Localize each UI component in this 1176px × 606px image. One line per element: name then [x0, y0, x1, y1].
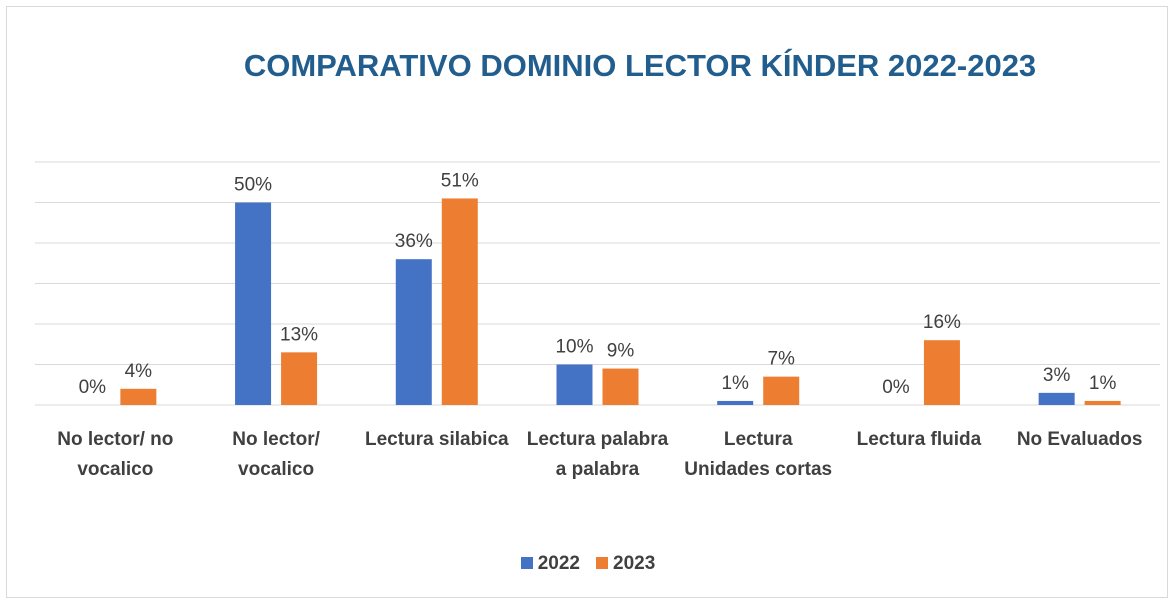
- x-tick-label: Lectura palabra a palabra: [526, 429, 669, 480]
- bar: [602, 368, 639, 405]
- data-label: 1%: [1089, 373, 1117, 394]
- legend-swatch: [596, 557, 608, 569]
- x-tick-label: Lectura Unidades cortas: [684, 429, 833, 480]
- bar: [763, 376, 800, 405]
- data-label: 50%: [234, 175, 272, 196]
- bar: [395, 259, 432, 405]
- data-label: 13%: [280, 324, 318, 345]
- data-label: 16%: [923, 312, 961, 333]
- x-tick-label: Lectura fluida: [856, 429, 982, 450]
- data-label: 0%: [882, 377, 910, 398]
- data-label: 9%: [607, 341, 635, 362]
- bar: [281, 352, 318, 405]
- data-label: 1%: [721, 373, 749, 394]
- data-label: 51%: [441, 170, 479, 191]
- x-tick-label: No lector/ vocalico: [232, 429, 320, 480]
- chart-frame: [6, 6, 1168, 598]
- bar: [441, 198, 478, 405]
- bar: [1038, 392, 1075, 405]
- data-label: 36%: [395, 231, 433, 252]
- x-tick-label: No lector/ no vocalico: [57, 429, 174, 480]
- chart-title: COMPARATIVO DOMINIO LECTOR KÍNDER 2022-2…: [243, 48, 1037, 83]
- bar: [556, 364, 593, 405]
- legend-item: 2023: [596, 553, 655, 575]
- data-label: 3%: [1043, 365, 1071, 386]
- legend-label: 2022: [537, 553, 580, 574]
- x-tick-label: No Evaluados: [1016, 429, 1143, 450]
- x-tick-label: Lectura silabica: [364, 429, 509, 450]
- data-label: 7%: [767, 349, 795, 370]
- data-label: 0%: [79, 377, 107, 398]
- data-label: 10%: [555, 337, 593, 358]
- bar: [923, 340, 960, 405]
- bar: [120, 388, 157, 405]
- bar: [235, 202, 272, 405]
- legend-label: 2023: [613, 553, 656, 574]
- bar: [1084, 400, 1121, 405]
- legend-item: 2022: [520, 553, 580, 575]
- legend-swatch: [520, 557, 533, 569]
- bar: [717, 400, 754, 405]
- data-label: 4%: [125, 361, 153, 382]
- legend: 2022 2023: [0, 553, 1176, 575]
